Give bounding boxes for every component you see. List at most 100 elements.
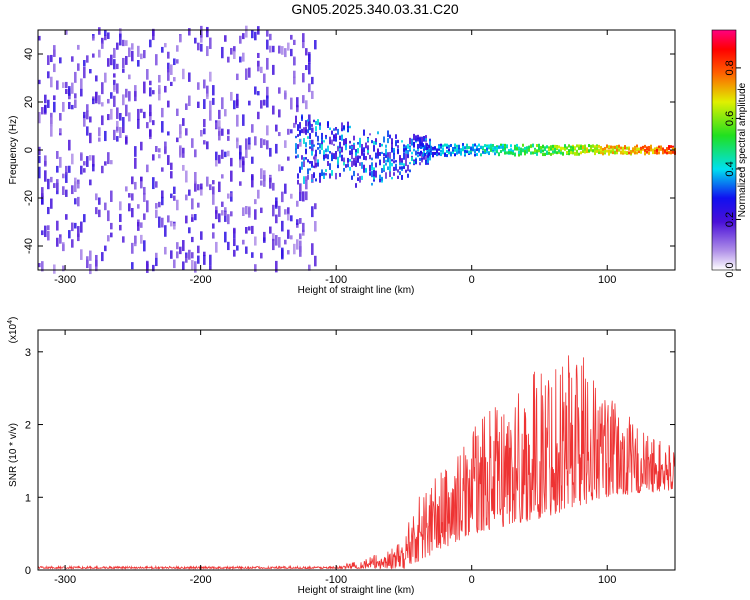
spectrogram-cell xyxy=(65,214,68,220)
spectrogram-cell xyxy=(548,151,550,155)
spectrogram-cell xyxy=(110,232,113,238)
spectrogram-cell xyxy=(351,148,353,155)
spectrogram-cell xyxy=(278,205,281,217)
spectrogram-cell xyxy=(592,149,594,153)
spectrogram-cell xyxy=(423,150,425,154)
spectrogram-cell xyxy=(239,35,242,44)
spectrogram-cell xyxy=(83,111,86,119)
spectrogram-cell xyxy=(89,116,92,123)
spectrogram-cell xyxy=(80,78,83,90)
spectrogram-cell xyxy=(164,142,167,150)
spectrogram-cell xyxy=(594,152,596,156)
spectrogram-cell xyxy=(662,147,664,151)
spectrogram-cell xyxy=(203,251,206,257)
spectrogram-cell xyxy=(272,233,275,241)
spectrogram-cell xyxy=(295,135,297,139)
spectrogram-cell xyxy=(383,157,385,160)
spectrogram-cell xyxy=(173,195,176,201)
spectrogram-cell xyxy=(303,178,305,184)
spectrogram-cell xyxy=(311,150,313,156)
spectrogram-cell xyxy=(417,143,419,149)
spectrogram-cell xyxy=(209,110,212,121)
spectrogram-cell xyxy=(580,146,582,150)
spectrogram-cell xyxy=(221,128,224,136)
spectrogram-cell xyxy=(576,152,578,156)
spectrogram-cell xyxy=(104,161,107,166)
spectrogram-cell xyxy=(257,60,260,67)
spectrogram-cell xyxy=(448,151,450,155)
spectrogram-cell xyxy=(47,230,50,241)
spectrogram-cell xyxy=(242,156,245,166)
spectrogram-cell xyxy=(152,120,155,126)
spectrogram-cell xyxy=(494,152,496,156)
y-tick-label: 20 xyxy=(23,96,35,108)
spectrogram-cell xyxy=(482,150,484,154)
spectrogram-cell xyxy=(415,160,417,164)
spectrogram-cell xyxy=(173,186,176,194)
spectrogram-cell xyxy=(660,145,662,149)
spectrogram-cell xyxy=(371,157,373,161)
spectrogram-cell xyxy=(260,207,263,214)
spectrogram-cell xyxy=(407,173,409,178)
spectrogram-cell xyxy=(564,146,566,150)
spectrogram-cell xyxy=(170,171,173,179)
spectrogram-cell xyxy=(407,164,409,172)
spectrogram-cell xyxy=(385,144,387,148)
spectrogram-cell xyxy=(209,100,212,112)
spectrogram-cell xyxy=(188,95,191,106)
spectrogram-cell xyxy=(239,156,242,168)
spectrogram-cell xyxy=(399,171,401,176)
spectrogram-cell xyxy=(526,147,528,151)
spectrogram-cell xyxy=(321,169,323,177)
spectrogram-cell xyxy=(212,223,215,229)
spectrogram-cell xyxy=(301,155,303,160)
spectrogram-cell xyxy=(345,138,347,144)
spectrogram-cell xyxy=(278,237,281,248)
spectrogram-cell xyxy=(315,120,317,125)
spectrogram-cell xyxy=(353,157,355,162)
spectrogram-cell xyxy=(119,201,122,211)
spectrogram-cell xyxy=(131,193,134,201)
spectrogram-cell xyxy=(245,205,248,215)
spectrogram-cell xyxy=(185,194,188,201)
spectrogram-cell xyxy=(419,152,421,157)
spectrogram-cell xyxy=(80,152,83,161)
colorbar-tick-label: 0.8 xyxy=(724,60,736,75)
spectrogram-cell xyxy=(302,40,305,49)
spectrogram-cell xyxy=(116,107,119,119)
spectrogram-cell xyxy=(502,145,504,149)
spectrogram-cell xyxy=(290,193,293,199)
spectrogram-cell xyxy=(167,62,170,73)
spectrogram-cell xyxy=(608,145,610,149)
spectrogram-cell xyxy=(470,151,472,155)
spectrogram-cell xyxy=(137,60,140,67)
spectrogram-cell xyxy=(233,238,236,247)
spectrogram-cell xyxy=(389,162,391,168)
spectrogram-cell xyxy=(622,151,624,155)
spectrogram-cell xyxy=(314,154,317,166)
x-tick-label: -300 xyxy=(54,274,76,286)
spectrogram-cell xyxy=(272,204,275,217)
spectrogram-cell xyxy=(176,199,179,211)
spectrogram-cell xyxy=(107,152,110,165)
spectrogram-cell xyxy=(670,151,672,155)
spectrogram-cell xyxy=(227,129,230,135)
spectrogram-cell xyxy=(152,28,155,41)
spectrogram-cell xyxy=(155,203,158,209)
spectrogram-cell xyxy=(182,118,185,126)
spectrogram-cell xyxy=(317,135,319,142)
spectrogram-cell xyxy=(373,169,375,177)
spectrogram-cell xyxy=(323,150,325,157)
spectrogram-cell xyxy=(349,125,351,129)
spectrogram-cell xyxy=(610,145,612,149)
spectrogram-cell xyxy=(122,39,125,47)
spectrogram-cell xyxy=(179,146,182,158)
spectrogram-cell xyxy=(520,147,522,151)
spectrogram-cell xyxy=(44,155,47,166)
spectrogram-cell xyxy=(502,147,504,151)
spectrogram-cell xyxy=(347,125,349,132)
spectrogram-cell xyxy=(239,56,242,63)
spectrogram-cell xyxy=(333,128,335,131)
spectrogram-cell xyxy=(391,142,393,150)
spectrogram-cell xyxy=(230,170,233,182)
